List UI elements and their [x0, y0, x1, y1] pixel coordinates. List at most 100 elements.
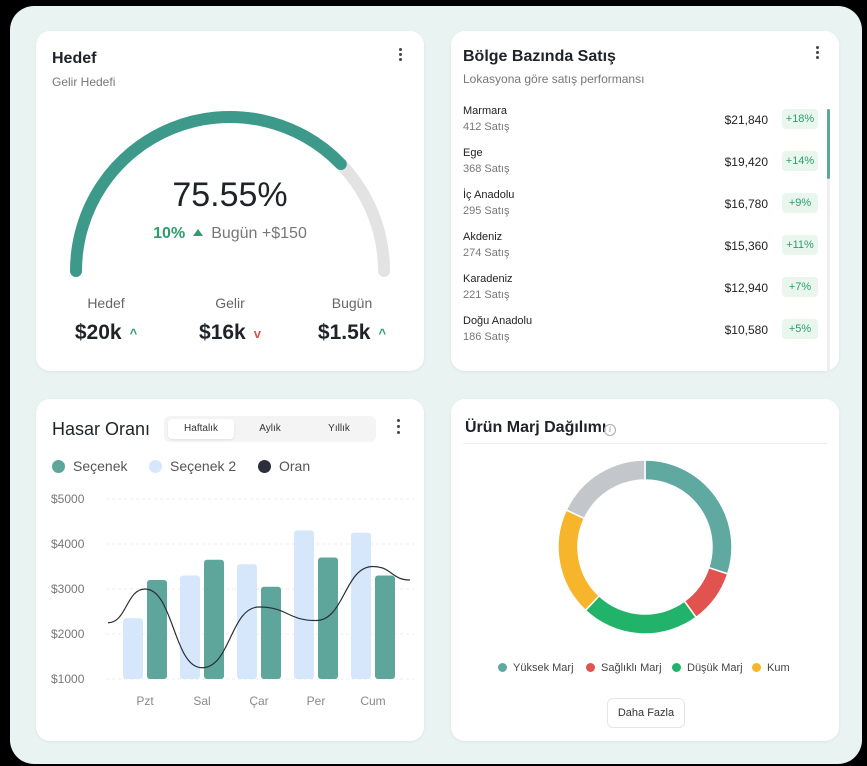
more-options-icon[interactable] [393, 45, 409, 65]
legend-item-option-2: Seçenek 2 [149, 458, 236, 474]
legend-item-ratio: Oran [258, 458, 310, 474]
chevron-up-icon: ^ [129, 325, 138, 341]
region-count: 221 Satış [463, 289, 510, 301]
goal-title: Hedef [52, 50, 97, 67]
list-item[interactable]: Ege 368 Satış $19,420 +14% [463, 145, 818, 185]
period-tabs: Haftalık Aylık Yıllık [164, 416, 376, 442]
bar-option[interactable] [204, 559, 224, 679]
x-tick-label: Per [306, 694, 326, 708]
region-amount: $19,420 [724, 155, 768, 169]
legend-dot [498, 663, 507, 672]
stat-target: Hedef $20k ^ [56, 295, 156, 345]
bar-chart [106, 498, 414, 680]
region-name: Ege [463, 147, 483, 159]
legend-dot [672, 663, 681, 672]
region-name: İç Anadolu [463, 189, 515, 201]
more-options-icon[interactable] [810, 43, 826, 63]
scrollbar-track[interactable] [827, 109, 830, 379]
bar-option[interactable] [261, 586, 281, 679]
bar-option-2[interactable] [351, 532, 371, 679]
chevron-down-icon: v [253, 325, 261, 341]
stat-value: $20k ^ [74, 321, 138, 344]
legend-label: Seçenek [73, 458, 128, 474]
region-amount: $10,580 [724, 323, 768, 337]
list-item[interactable]: İç Anadolu 295 Satış $16,780 +9% [463, 187, 818, 227]
change-badge: +7% [782, 277, 818, 297]
more-options-icon[interactable] [391, 416, 407, 436]
legend-dot [258, 460, 271, 473]
arrow-up-icon [193, 229, 204, 237]
legend-label: Yüksek Marj [513, 662, 574, 674]
stat-label: Bugün [331, 295, 373, 311]
tab-monthly[interactable]: Aylık [259, 423, 281, 434]
regions-title: Bölge Bazında Satış [463, 48, 616, 65]
legend-dot [149, 460, 162, 473]
region-count: 368 Satış [463, 163, 510, 175]
region-count: 186 Satış [463, 331, 510, 343]
list-item[interactable]: Akdeniz 274 Satış $15,360 +11% [463, 229, 818, 269]
donut-segment[interactable] [565, 459, 646, 520]
tab-yearly[interactable]: Yıllık [328, 423, 350, 434]
region-name: Doğu Anadolu [463, 315, 533, 327]
donut-segment[interactable] [557, 508, 601, 612]
stat-today: Bugün $1.5k ^ [302, 295, 402, 345]
list-item[interactable]: Doğu Anadolu 186 Satış $10,580 +5% [463, 313, 818, 353]
change-badge: +9% [782, 193, 818, 213]
legend-label: Kum [767, 662, 790, 674]
bar-option-2[interactable] [237, 564, 257, 679]
y-tick-label: $3000 [51, 582, 85, 596]
divider [463, 443, 827, 444]
bar-option[interactable] [147, 580, 167, 679]
bar-option-2[interactable] [123, 618, 143, 679]
region-amount: $12,940 [724, 281, 768, 295]
bar-option[interactable] [318, 557, 338, 680]
product-margin-card: Ürün Marj Dağılımı i Yüksek Marj Sağlıkl… [451, 399, 839, 741]
stat-label: Gelir [215, 295, 245, 311]
gauge-progress-arc [70, 110, 347, 277]
donut-segment[interactable] [644, 459, 733, 575]
legend-item-high-margin: Yüksek Marj [498, 662, 574, 674]
bar-option-2[interactable] [294, 530, 314, 680]
stat-revenue: Gelir $16k v [180, 295, 280, 345]
y-tick-label: $4000 [51, 537, 85, 551]
damage-ratio-card: Hasar Oranı Haftalık Aylık Yıllık Seçene… [36, 399, 424, 741]
donut-segment[interactable] [584, 594, 698, 635]
goal-percent: 75.55% [172, 176, 288, 214]
scrollbar-thumb[interactable] [827, 109, 830, 179]
list-item[interactable]: Marmara 412 Satış $21,840 +18% [463, 103, 818, 143]
regional-sales-card: Bölge Bazında Satış Lokasyona göre satış… [451, 31, 839, 379]
y-tick-label: $1000 [51, 672, 85, 686]
legend-item-low-margin: Düşük Marj [672, 662, 743, 674]
damage-title: Hasar Oranı [52, 419, 151, 439]
region-count: 295 Satış [463, 205, 510, 217]
region-name: Akdeniz [463, 231, 503, 243]
change-badge: +18% [782, 109, 818, 129]
chevron-up-icon: ^ [378, 325, 387, 341]
stat-label: Hedef [87, 295, 125, 311]
regions-subtitle: Lokasyona göre satış performansı [463, 72, 645, 86]
dashboard: Hedef Gelir Hedefi 75.55% 10% Bugün +$150… [10, 6, 862, 764]
bar-option-2[interactable] [180, 575, 200, 680]
region-name: Karadeniz [463, 273, 513, 285]
legend-label: Düşük Marj [687, 662, 743, 674]
legend-label: Oran [279, 458, 311, 474]
info-icon[interactable]: i [604, 424, 616, 436]
change-badge: +5% [782, 319, 818, 339]
x-tick-label: Sal [193, 694, 211, 708]
legend-dot [586, 663, 595, 672]
show-more-button[interactable]: Daha Fazla [607, 698, 685, 728]
legend-item-option: Seçenek [52, 458, 127, 474]
region-amount: $16,780 [724, 197, 768, 211]
list-item[interactable]: Karadeniz 221 Satış $12,940 +7% [463, 271, 818, 311]
tab-weekly[interactable]: Haftalık [168, 419, 234, 439]
legend-label: Sağlıklı Marj [601, 662, 662, 674]
x-tick-label: Pzt [136, 694, 154, 708]
region-name: Marmara [463, 105, 508, 117]
change-badge: +14% [782, 151, 818, 171]
region-amount: $21,840 [724, 113, 768, 127]
x-tick-label: Çar [249, 694, 269, 708]
region-count: 274 Satış [463, 247, 510, 259]
bar-option[interactable] [375, 575, 395, 680]
goal-today: Bugün +$150 [211, 225, 307, 242]
goal-subtitle: Gelir Hedefi [52, 75, 116, 89]
